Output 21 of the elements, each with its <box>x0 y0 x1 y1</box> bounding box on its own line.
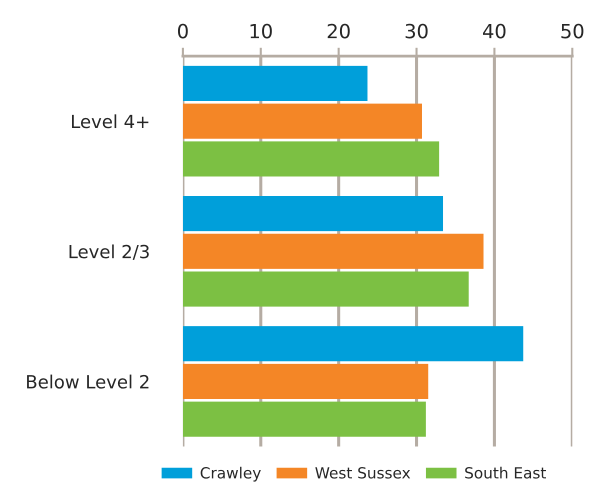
x-tick-label: 30 <box>406 24 428 38</box>
x-tick-label: 20 <box>328 24 350 38</box>
bar <box>182 234 484 269</box>
bar <box>182 104 422 139</box>
bar <box>182 141 440 176</box>
bar <box>182 402 426 437</box>
x-tick-label: 0 <box>178 24 188 38</box>
x-tick-label: 50 <box>561 24 584 38</box>
bar <box>182 271 469 307</box>
x-tick-label: 40 <box>483 24 506 38</box>
legend-label: West Sussex <box>315 467 410 479</box>
legend-label: Crawley <box>200 466 261 482</box>
y-tick-label: Below Level 2 <box>27 374 148 389</box>
y-tick-label: Level 2/3 <box>70 244 149 260</box>
bar <box>182 66 368 102</box>
y-tick-label: Level 4+ <box>72 114 148 128</box>
bar <box>182 326 524 362</box>
x-tick-label: 10 <box>250 24 272 38</box>
bar <box>182 196 444 232</box>
bar <box>182 364 428 400</box>
legend-label: South East <box>465 466 546 479</box>
